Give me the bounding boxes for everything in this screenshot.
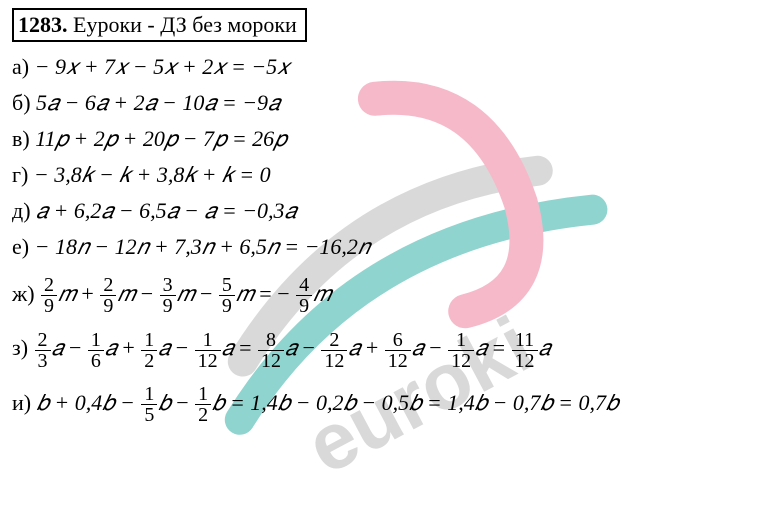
line-z: з) 23𝑎 − 16𝑎 + 12𝑎 − 112𝑎 = 812𝑎 − 212𝑎 …: [12, 324, 769, 372]
line-zh: ж) 29𝑚 + 29𝑚 − 39𝑚 − 59𝑚 = − 49𝑚: [12, 270, 769, 318]
problem-header: 1283. Еуроки - ДЗ без мороки: [12, 8, 307, 42]
line-v: в) 11𝑝 + 2𝑝 + 20𝑝 − 7𝑝 = 26𝑝: [12, 126, 769, 152]
header-text: Еуроки - ДЗ без мороки: [73, 12, 297, 37]
line-i: и) 𝑏 + 0,4𝑏 − 15𝑏 − 12𝑏 = 1,4𝑏 − 0,2𝑏 − …: [12, 379, 769, 427]
line-e: е) − 18𝑛 − 12𝑛 + 7,3𝑛 + 6,5𝑛 = −16,2𝑛: [12, 234, 769, 260]
line-g: г) − 3,8𝑘 − 𝑘 + 3,8𝑘 + 𝑘 = 0: [12, 162, 769, 188]
line-b: б) 5𝑎 − 6𝑎 + 2𝑎 − 10𝑎 = −9𝑎: [12, 90, 769, 116]
line-d: д) 𝑎 + 6,2𝑎 − 6,5𝑎 − 𝑎 = −0,3𝑎: [12, 198, 769, 224]
document-content: 1283. Еуроки - ДЗ без мороки а) − 9𝑥 + 7…: [0, 0, 781, 441]
problem-number: 1283.: [18, 12, 68, 37]
line-a: а) − 9𝑥 + 7𝑥 − 5𝑥 + 2𝑥 = −5𝑥: [12, 54, 769, 80]
frac: 29: [41, 275, 57, 316]
